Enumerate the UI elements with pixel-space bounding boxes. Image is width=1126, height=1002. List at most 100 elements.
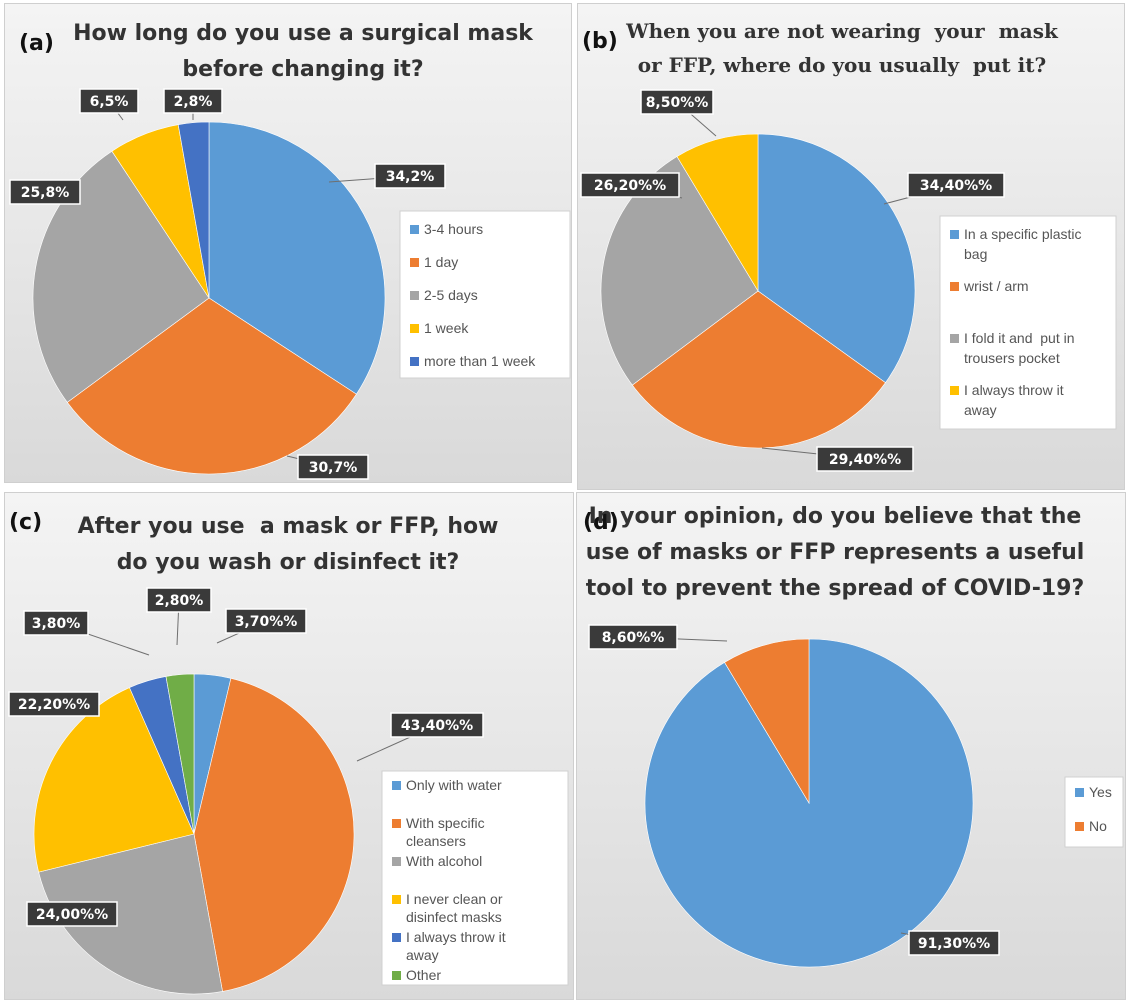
legend-label: 1 week xyxy=(424,320,469,336)
data-label-box xyxy=(908,930,1000,956)
data-label: 2,8% xyxy=(174,94,213,110)
data-label-box xyxy=(146,587,212,613)
legend-label: bag xyxy=(964,246,987,262)
data-label: 91,30%% xyxy=(918,936,990,952)
legend-swatch xyxy=(410,357,419,366)
legend-label: wrist / arm xyxy=(963,278,1029,294)
legend-label: trousers pocket xyxy=(964,350,1060,366)
data-label: 6,5% xyxy=(90,94,129,110)
data-label-box xyxy=(8,691,100,717)
legend-swatch xyxy=(392,857,401,866)
data-label: 30,7% xyxy=(309,460,358,476)
pie-chart-svg: (a) How long do you use a surgical mask be… xyxy=(9,21,571,480)
legend-swatch xyxy=(392,895,401,904)
legend-label: 3-4 hours xyxy=(424,221,483,237)
chart-title-line: or FFP, where do you usually put it? xyxy=(638,53,1046,77)
data-label: 25,8% xyxy=(21,185,70,201)
data-label: 3,80% xyxy=(32,616,81,632)
pie-chart-svg: (b) When you are not wearing your mask or … xyxy=(580,19,1117,472)
legend-label: disinfect masks xyxy=(406,909,502,925)
data-label-box xyxy=(580,172,680,198)
chart-title-line: After you use a mask or FFP, how xyxy=(78,514,499,539)
data-label-box xyxy=(297,454,369,480)
data-label: 2,80% xyxy=(155,593,204,609)
legend-label: I always throw it xyxy=(964,382,1064,398)
chart-title-line: before changing it? xyxy=(182,57,423,82)
pie-slice xyxy=(676,133,759,293)
data-label: 26,20%% xyxy=(594,178,666,194)
legend-label: I always throw it xyxy=(406,929,506,945)
pie-slice xyxy=(66,297,357,475)
chart-panel-d: (d) In your opinion, do you believe that … xyxy=(576,492,1126,1000)
legend-label: I never clean or xyxy=(406,891,503,907)
legend-swatch xyxy=(392,819,401,828)
legend-swatch xyxy=(1075,788,1084,797)
data-label-box xyxy=(588,624,678,650)
data-label: 34,40%% xyxy=(920,178,992,194)
legend-swatch xyxy=(1075,822,1084,831)
data-label-box xyxy=(9,179,81,205)
legend-swatch xyxy=(392,781,401,790)
data-label-box xyxy=(225,608,307,634)
pie-slice xyxy=(32,150,210,403)
pie-slice xyxy=(193,677,355,992)
pie-chart-svg: (d)In your opinion, do you believe that … xyxy=(583,504,1124,968)
data-label: 34,2% xyxy=(386,169,435,185)
data-label-box xyxy=(26,901,118,927)
chart-title-line: do you wash or disinfect it? xyxy=(117,550,460,575)
pie-slice xyxy=(631,290,886,449)
data-label: 24,00%% xyxy=(36,907,108,923)
legend-box xyxy=(381,770,569,986)
legend-label: No xyxy=(1089,818,1107,834)
data-label-box xyxy=(907,172,1005,198)
legend-swatch xyxy=(950,386,959,395)
legend-label: 1 day xyxy=(424,254,458,270)
chart-panel-a: (a) How long do you use a surgical mask be… xyxy=(4,3,572,483)
legend-swatch xyxy=(392,933,401,942)
data-label-box xyxy=(23,610,89,636)
data-label-box xyxy=(374,163,446,189)
legend-swatch xyxy=(410,324,419,333)
legend-swatch xyxy=(950,282,959,291)
pie-slice xyxy=(208,121,386,395)
legend-swatch xyxy=(950,334,959,343)
data-label: 43,40%% xyxy=(401,718,473,734)
chart-title-line: How long do you use a surgical mask xyxy=(73,21,534,46)
panel-letter: (d) xyxy=(583,510,619,535)
legend-swatch xyxy=(410,258,419,267)
data-label-box xyxy=(79,88,139,114)
legend-label: 2-5 days xyxy=(424,287,478,303)
data-label: 8,60%% xyxy=(602,630,665,646)
legend-label: more than 1 week xyxy=(424,353,536,369)
legend-label: In a specific plastic xyxy=(964,226,1082,242)
pie-slice xyxy=(165,673,195,835)
legend-box xyxy=(939,215,1117,430)
panel-letter: (b) xyxy=(582,29,618,54)
legend-label: Other xyxy=(406,967,441,983)
legend-swatch xyxy=(392,971,401,980)
data-label: 22,20%% xyxy=(18,697,90,713)
data-label: 29,40%% xyxy=(829,452,901,468)
data-label-box xyxy=(816,446,914,472)
pie-slice xyxy=(757,133,916,384)
chart-title-line: use of masks or FFP represents a useful xyxy=(586,540,1085,565)
legend-swatch xyxy=(950,230,959,239)
data-label-box xyxy=(390,712,484,738)
legend-label: Only with water xyxy=(406,777,502,793)
pie-slice xyxy=(724,638,810,805)
data-label-box xyxy=(640,89,714,115)
pie-slice xyxy=(38,833,223,995)
legend-swatch xyxy=(410,291,419,300)
chart-title-line: tool to prevent the spread of COVID-19? xyxy=(586,576,1084,601)
legend-label: With specific xyxy=(406,815,485,831)
chart-panel-c: (c) After you use a mask or FFP, how do yo… xyxy=(4,492,574,1000)
data-label-box xyxy=(163,88,223,114)
legend-label: With alcohol xyxy=(406,853,482,869)
legend-label: cleansers xyxy=(406,833,466,849)
legend-box xyxy=(399,210,571,379)
chart-title-line: In your opinion, do you believe that the xyxy=(589,504,1082,529)
pie-chart-svg: (c) After you use a mask or FFP, how do yo… xyxy=(8,510,569,995)
data-label: 8,50%% xyxy=(646,95,709,111)
legend-swatch xyxy=(410,225,419,234)
pie-slice xyxy=(177,121,210,299)
